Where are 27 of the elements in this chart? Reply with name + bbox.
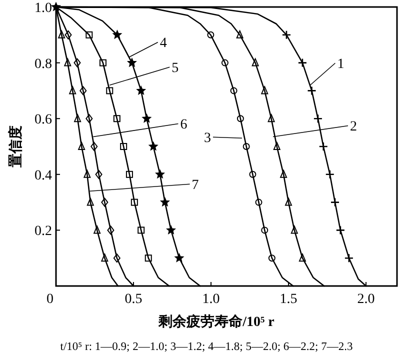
x-tick-label: 1.5 bbox=[280, 292, 298, 307]
y-tick-label: 0.6 bbox=[34, 112, 52, 128]
y-tick-label: 0.2 bbox=[34, 224, 52, 240]
annotation: 4 bbox=[160, 36, 167, 52]
annotation: 3 bbox=[204, 131, 211, 146]
x-tick-label: 0 bbox=[46, 292, 54, 307]
annotation: 5 bbox=[172, 61, 179, 76]
annotation: 7 bbox=[192, 178, 199, 194]
annotation: 2 bbox=[350, 120, 357, 135]
x-tick-label: 2.0 bbox=[357, 292, 375, 307]
annotation: 4 bbox=[128, 36, 167, 58]
annotation: 1 bbox=[337, 57, 344, 72]
y-tick-label: 1.0 bbox=[34, 1, 52, 16]
text: t/10⁵ r: 1—0.9; 2—1.0; 3—1.2; 4—1.8; 5—2.0; 6—2.2; 7—2.3 bbox=[60, 341, 353, 353]
y-tick-label: 0.4 bbox=[34, 168, 52, 184]
annotation: 3 bbox=[204, 131, 242, 146]
annotation: 2 bbox=[272, 120, 357, 138]
y-axis-title: 置信度 bbox=[7, 126, 24, 168]
annotation: 7 bbox=[89, 178, 199, 194]
annotation: 6 bbox=[92, 118, 188, 138]
y-tick-label: 0.8 bbox=[34, 56, 52, 72]
x-tick-label: 0.5 bbox=[124, 292, 142, 307]
annotation: 1 bbox=[310, 57, 344, 86]
x-tick-label: 1.0 bbox=[202, 292, 220, 307]
annotation: 5 bbox=[109, 61, 179, 86]
annotation: 6 bbox=[180, 118, 188, 133]
x-axis-title: 剩余疲劳寿命/10⁵ r bbox=[158, 313, 274, 330]
